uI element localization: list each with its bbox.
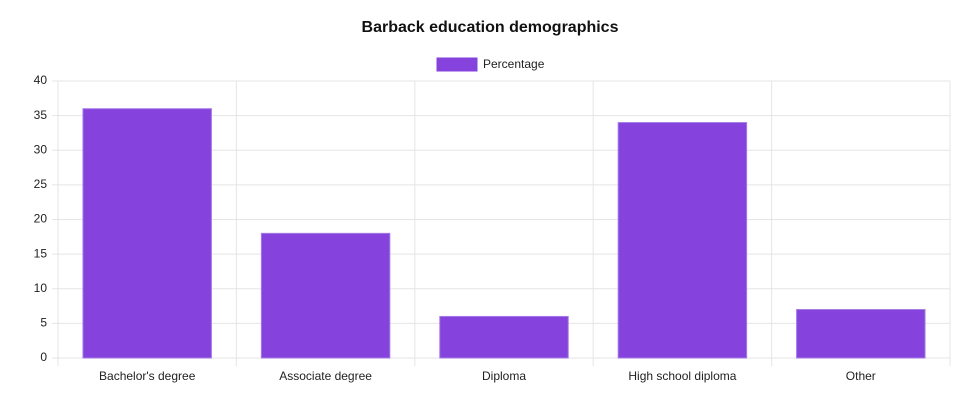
bar: [82, 108, 212, 359]
y-tick-label: 5: [40, 316, 47, 330]
y-tick-label: 25: [34, 177, 48, 191]
y-tick-label: 10: [34, 281, 48, 295]
legend-swatch: [436, 57, 478, 72]
y-tick-label: 40: [34, 73, 48, 87]
chart-title: Barback education demographics: [362, 19, 619, 36]
bar: [617, 122, 748, 359]
y-tick-label: 30: [34, 142, 48, 156]
y-tick-label: 35: [34, 108, 48, 122]
legend-label: Percentage: [483, 57, 545, 71]
y-tick-label: 0: [40, 350, 47, 364]
bar: [439, 315, 569, 359]
x-tick-label: Diploma: [482, 369, 526, 383]
x-tick-label: Associate degree: [279, 369, 372, 383]
x-tick-label: High school diploma: [628, 369, 736, 383]
x-tick-label: Other: [846, 369, 876, 383]
x-tick-label: Bachelor's degree: [99, 369, 196, 383]
bar: [796, 309, 926, 359]
y-tick-label: 15: [34, 246, 48, 260]
bar: [260, 232, 391, 359]
y-tick-label: 20: [34, 212, 48, 226]
